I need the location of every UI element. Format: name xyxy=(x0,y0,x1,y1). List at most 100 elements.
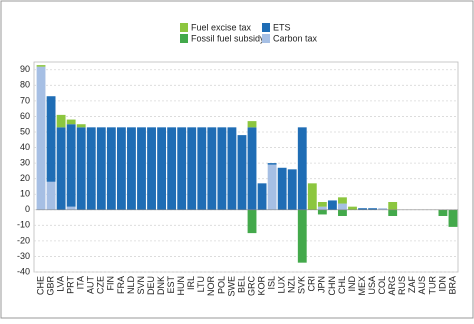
bar-segment xyxy=(66,206,76,210)
bar-segment xyxy=(317,206,327,210)
legend-swatch xyxy=(262,34,270,43)
bar-segment xyxy=(247,127,257,210)
x-tick-label: MEX xyxy=(357,276,367,296)
x-tick-label: FRA xyxy=(116,276,126,294)
bar-segment xyxy=(96,127,106,210)
bar-segment xyxy=(76,124,86,128)
x-tick-label: SVN xyxy=(136,276,146,295)
legend-swatch xyxy=(180,34,188,43)
x-tick-label: TUR xyxy=(427,276,437,295)
x-tick-label: CHE xyxy=(35,276,45,295)
legend-swatch xyxy=(262,23,270,32)
bar-segment xyxy=(86,127,96,210)
y-tick-label: -10 xyxy=(17,220,30,230)
bar-segment xyxy=(237,135,247,210)
x-tick-label: NOR xyxy=(206,276,216,297)
x-tick-label: PRT xyxy=(66,276,76,294)
x-tick-label: EST xyxy=(166,276,176,294)
bar-segment xyxy=(448,209,458,227)
bar-segment xyxy=(157,127,167,210)
bar-segment xyxy=(327,200,337,210)
x-tick-label: SVK xyxy=(297,276,307,294)
bar-segment xyxy=(46,96,56,182)
bar-segment xyxy=(368,208,378,210)
x-tick-label: LTU xyxy=(196,276,206,292)
legend-label: Fuel excise tax xyxy=(191,22,252,32)
y-tick-label: -20 xyxy=(17,235,30,245)
y-tick-label: 0 xyxy=(25,204,30,214)
bar-segment xyxy=(197,127,207,210)
bar-segment xyxy=(388,202,398,210)
x-tick-label: ITA xyxy=(76,276,86,289)
x-tick-label: BEL xyxy=(236,276,246,293)
x-tick-label: RUS xyxy=(397,276,407,295)
bar-segment xyxy=(267,164,277,210)
x-tick-label: AUS xyxy=(417,276,427,295)
x-tick-label: NZL xyxy=(287,276,297,293)
x-tick-label: SWE xyxy=(226,276,236,297)
bar-segment xyxy=(36,66,46,210)
legend-swatch xyxy=(180,23,188,32)
x-tick-label: KOR xyxy=(256,276,266,296)
bar-segment xyxy=(307,183,317,210)
bar-segment xyxy=(297,209,307,263)
x-tick-label: COL xyxy=(377,276,387,295)
y-tick-label: 20 xyxy=(20,173,30,183)
y-tick-label: 40 xyxy=(20,142,30,152)
bar-segment xyxy=(338,209,347,216)
x-tick-label: CZE xyxy=(96,276,106,294)
bar-segment xyxy=(317,209,327,215)
legend-label: Fossil fuel subsidy xyxy=(191,33,265,43)
x-tick-label: ISL xyxy=(266,276,276,290)
bar-segment xyxy=(127,127,136,210)
bar-segment xyxy=(147,127,156,210)
x-tick-label: LUX xyxy=(277,276,287,294)
bar-segment xyxy=(36,65,46,67)
x-tick-label: IRL xyxy=(186,276,196,290)
bar-segment xyxy=(177,127,187,210)
bar-segment xyxy=(116,127,126,210)
bar-segment xyxy=(247,209,257,234)
bar-segment xyxy=(287,169,297,210)
bar-segment xyxy=(56,114,66,128)
bar-segment xyxy=(56,127,66,210)
x-tick-label: DNK xyxy=(156,276,166,295)
y-tick-label: 80 xyxy=(20,80,30,90)
bar-segment xyxy=(227,127,237,210)
legend-label: ETS xyxy=(273,22,291,32)
bar-segment xyxy=(76,127,86,210)
bar-segment xyxy=(217,127,227,210)
bar-segment xyxy=(378,208,388,210)
bar-segment xyxy=(66,119,76,125)
x-tick-label: AUT xyxy=(86,275,96,294)
y-tick-label: 90 xyxy=(20,64,30,74)
bar-segment xyxy=(358,208,367,210)
x-tick-label: JPN xyxy=(317,276,327,293)
y-tick-label: 50 xyxy=(20,126,30,136)
bar-segment xyxy=(167,127,177,210)
bar-segment xyxy=(388,209,398,216)
bar-segment xyxy=(257,183,267,210)
x-tick-label: GBR xyxy=(45,276,55,296)
legend-label: Carbon tax xyxy=(273,33,318,43)
bar-segment xyxy=(348,206,357,210)
x-tick-label: LVA xyxy=(55,276,65,292)
bar-segment xyxy=(277,167,287,210)
x-tick-label: NLD xyxy=(126,276,136,295)
bar-segment xyxy=(267,163,277,165)
bar-segment xyxy=(66,124,76,207)
bar-segment xyxy=(438,209,448,216)
x-tick-label: USA xyxy=(367,276,377,295)
x-tick-label: IDN xyxy=(437,276,447,292)
bar-segment xyxy=(317,202,327,207)
y-tick-label: 10 xyxy=(20,189,30,199)
x-tick-label: FIN xyxy=(106,276,116,291)
bar-segment xyxy=(338,203,347,210)
bar-segment xyxy=(297,127,307,210)
x-tick-label: ZAF xyxy=(407,275,417,293)
x-tick-label: GRC xyxy=(246,276,256,297)
x-tick-label: CRI xyxy=(307,276,317,292)
x-tick-label: IND xyxy=(347,276,357,292)
bar-segment xyxy=(106,127,116,210)
y-tick-label: 30 xyxy=(20,157,30,167)
